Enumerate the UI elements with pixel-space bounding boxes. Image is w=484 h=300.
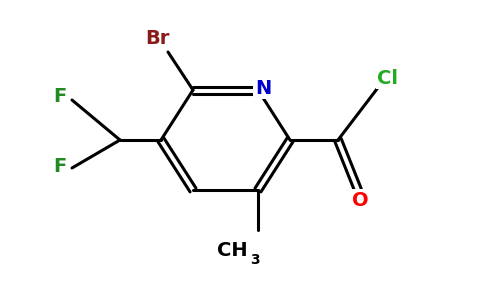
Text: F: F [53, 158, 67, 176]
Text: O: O [352, 190, 368, 209]
Text: CH: CH [217, 241, 248, 260]
Text: F: F [53, 88, 67, 106]
Text: Br: Br [145, 28, 169, 47]
Text: 3: 3 [250, 253, 259, 267]
Text: N: N [255, 79, 271, 98]
Text: Cl: Cl [378, 68, 398, 88]
